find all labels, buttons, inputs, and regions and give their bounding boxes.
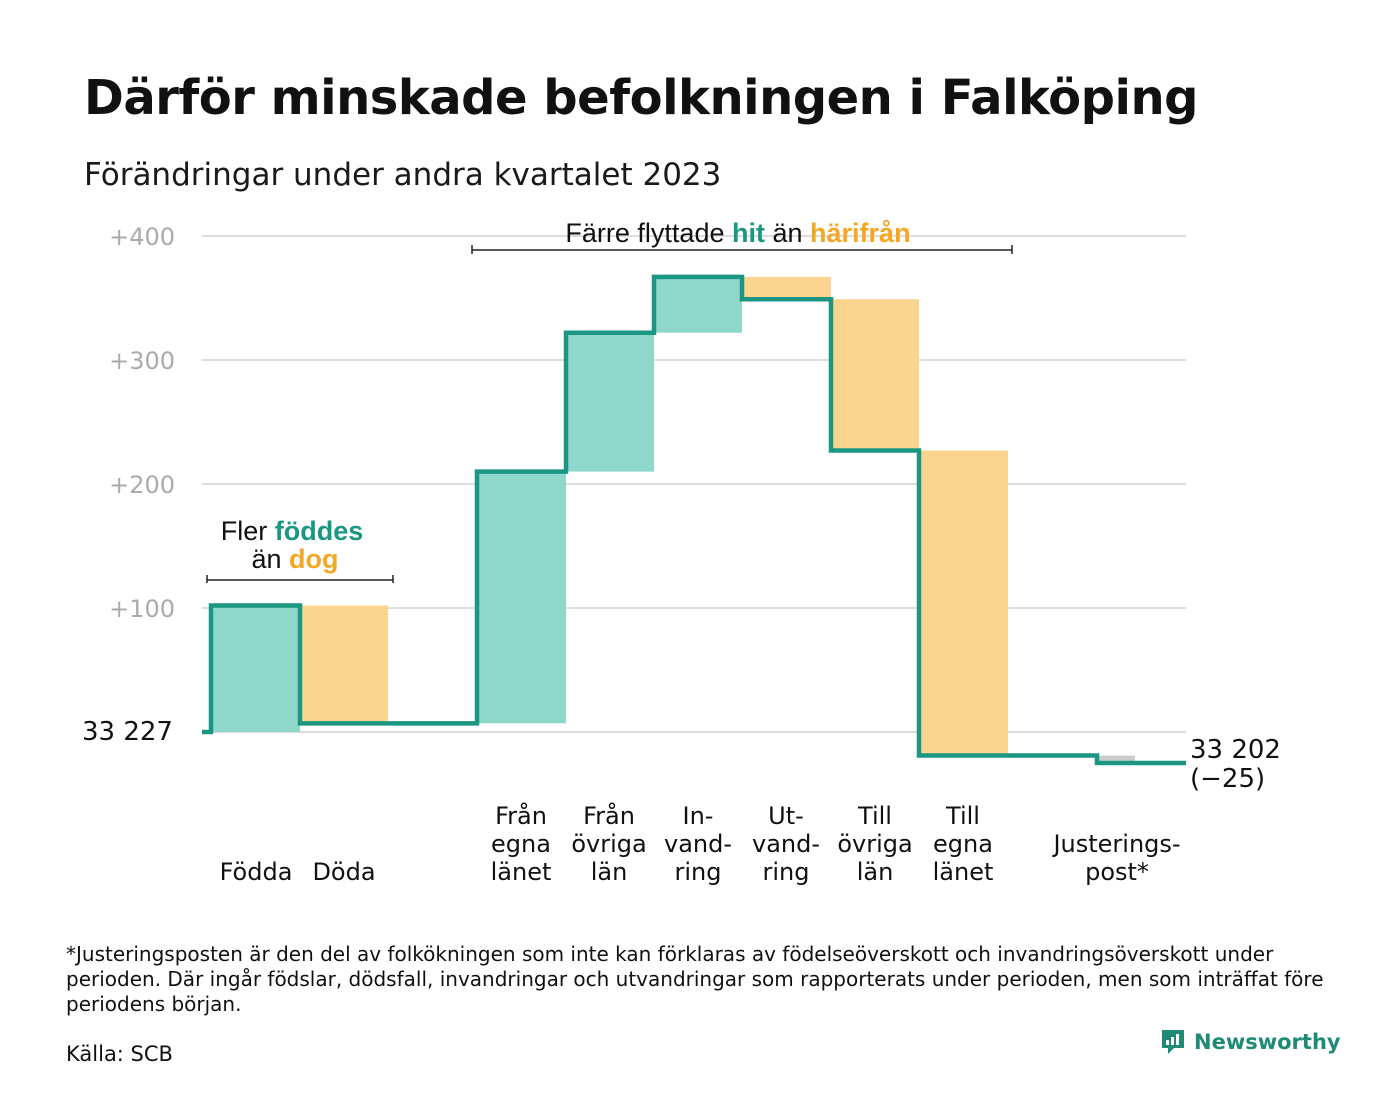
footnote: *Justeringsposten är den del av folkökni…: [66, 942, 1324, 1016]
bar-invandring: [654, 276, 742, 333]
bar-justering: [1097, 755, 1135, 763]
annotation-fler-foddes-line2: än dog: [251, 544, 338, 574]
category-label-fodda: Födda: [220, 858, 293, 886]
category-label-utvandring: Ut-vand-ring: [752, 802, 820, 886]
y-tick-label: +100: [109, 595, 175, 623]
category-labels: Födda Döda Från egna länet Från övriga län In-va…: [220, 801, 1181, 886]
chart-subtitle: Förändringar under andra kvartalet 2023: [84, 157, 722, 193]
y-tick-label: +400: [109, 223, 175, 251]
annotation-farre-flyttade: Färre flyttade hit än härifrån: [565, 218, 910, 248]
endpoint-labels: 33 227 33 202(−25): [82, 717, 1281, 794]
category-label-doda: Döda: [312, 858, 375, 886]
bar-fodda: [211, 605, 300, 732]
brand[interactable]: Newsworthy: [1160, 1028, 1341, 1056]
end-change-label: (−25): [1190, 764, 1265, 794]
annotation-bracket: [206, 575, 394, 583]
bars: [211, 276, 1135, 763]
newsworthy-logo-icon: [1162, 1030, 1184, 1054]
category-label-invandring: In-vand-ring: [664, 802, 732, 886]
cumulative-step-line: [202, 274, 1186, 766]
category-label-justering: Justerings-post*: [1051, 830, 1180, 886]
category-label-fran-ovriga: Från övriga län: [571, 801, 646, 886]
bar-utvandring: [742, 276, 831, 300]
annotation-bracket: [471, 245, 1013, 254]
bar-fran-ovriga: [566, 332, 654, 472]
bar-till-ovriga: [831, 299, 919, 451]
category-label-fran-egna: Från egna länet: [491, 801, 552, 886]
gridlines: +100 +200 +300 +400: [109, 223, 1186, 733]
step-line: [202, 274, 1186, 766]
brand-name: Newsworthy: [1194, 1030, 1341, 1054]
bar-doda: [300, 605, 388, 724]
bar-till-egna: [919, 450, 1008, 756]
category-label-till-egna: Till egna länet: [933, 802, 994, 886]
start-value-label: 33 227: [82, 717, 173, 747]
bar-fran-egna: [477, 471, 566, 724]
y-tick-label: +300: [109, 347, 175, 375]
y-tick-label: +200: [109, 471, 175, 499]
end-value-label: 33 202: [1190, 735, 1281, 765]
category-label-till-ovriga: Till övriga län: [837, 802, 912, 886]
source-label: Källa: SCB: [66, 1042, 173, 1066]
chart-title: Därför minskade befolkningen i Falköping: [84, 70, 1198, 126]
annotation-fler-foddes-line1: Fler föddes: [221, 516, 364, 546]
